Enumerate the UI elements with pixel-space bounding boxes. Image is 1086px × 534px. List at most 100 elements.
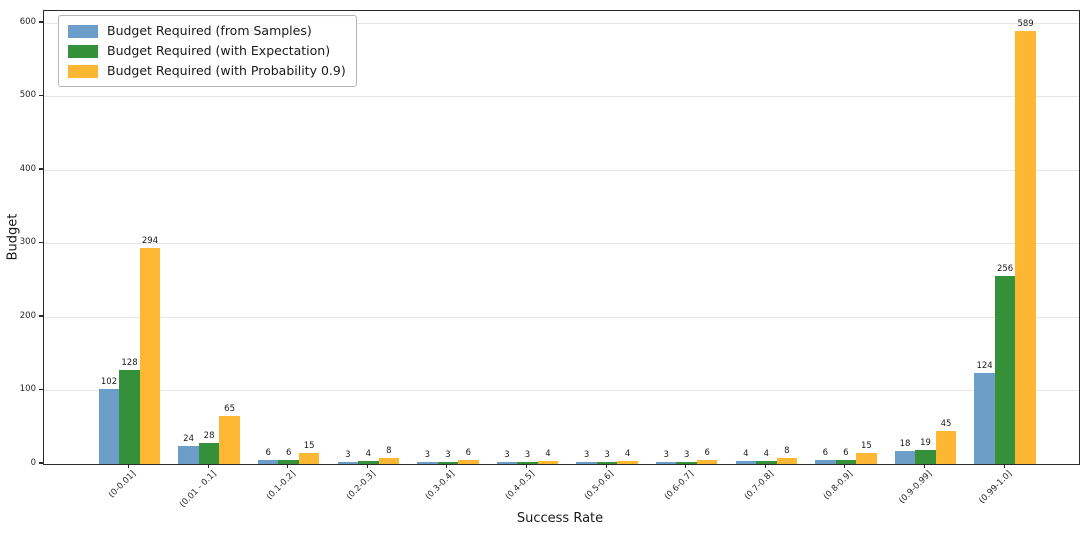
bar xyxy=(756,461,777,464)
bar-value-label: 4 xyxy=(743,449,749,460)
bar xyxy=(437,461,459,464)
legend-swatch-expectation xyxy=(68,44,98,58)
bar xyxy=(98,389,120,464)
x-tick-label: (0.6-0.7] xyxy=(662,469,696,503)
bar xyxy=(517,461,538,464)
bar-value-label: 45 xyxy=(940,418,952,429)
x-tick-mark xyxy=(366,464,368,468)
bar-value-label: 8 xyxy=(386,446,392,457)
bar xyxy=(596,461,618,464)
x-tick-label: (0.1-0.2] xyxy=(264,469,298,503)
plot-area: Budget Required (from Samples) Budget Re… xyxy=(43,10,1080,465)
x-tick-label: (0.5-0.6] xyxy=(583,469,617,503)
legend-label: Budget Required (from Samples) xyxy=(107,23,312,38)
x-tick-mark xyxy=(844,464,846,468)
x-tick-label: (0.4-0.5] xyxy=(503,469,537,503)
y-gridline xyxy=(44,390,1079,391)
bar-value-label: 28 xyxy=(203,431,215,442)
y-gridline xyxy=(44,243,1079,244)
y-tick-label: 500 xyxy=(19,90,36,100)
bar xyxy=(219,416,240,464)
y-tick-mark xyxy=(39,388,43,391)
bar-value-label: 3 xyxy=(663,449,669,460)
bar xyxy=(378,458,400,464)
bar xyxy=(257,459,279,464)
x-tick-mark xyxy=(605,464,607,468)
x-tick-mark xyxy=(127,464,130,468)
bar-value-label: 3 xyxy=(445,449,451,460)
bar-value-label: 589 xyxy=(1017,19,1034,30)
y-tick-mark xyxy=(39,241,43,244)
legend-item: Budget Required (from Samples) xyxy=(68,23,346,39)
bar xyxy=(537,461,559,464)
legend-item: Budget Required (with Expectation) xyxy=(68,43,346,59)
x-tick-label: (0.2-0.3] xyxy=(344,469,378,503)
y-tick-label: 0 xyxy=(30,457,36,468)
bar-value-label: 3 xyxy=(583,449,590,460)
bar-value-label: 6 xyxy=(265,447,271,458)
bar-value-label: 3 xyxy=(504,449,510,460)
bar xyxy=(894,450,916,464)
y-tick-label: 300 xyxy=(19,237,36,247)
bar xyxy=(358,461,379,464)
y-tick-mark xyxy=(39,21,43,23)
bar-value-label: 24 xyxy=(183,434,194,445)
bar xyxy=(298,452,320,464)
bar-value-label: 4 xyxy=(545,449,551,460)
x-tick-mark xyxy=(207,464,209,468)
bar-value-label: 294 xyxy=(141,235,159,246)
x-tick-mark xyxy=(287,464,289,468)
bar xyxy=(119,369,140,464)
bar xyxy=(815,459,836,464)
x-tick-mark xyxy=(764,464,766,468)
bar xyxy=(496,461,518,464)
bar xyxy=(676,461,697,464)
bar xyxy=(776,458,798,464)
y-tick-label: 100 xyxy=(19,384,36,394)
bar xyxy=(856,452,877,464)
x-tick-label: (0.9-0.99] xyxy=(897,469,935,506)
bar xyxy=(178,446,199,464)
legend: Budget Required (from Samples) Budget Re… xyxy=(58,15,357,87)
bar xyxy=(915,450,936,464)
bar xyxy=(458,459,479,464)
bar-value-label: 3 xyxy=(604,449,610,460)
bar xyxy=(974,372,995,464)
y-gridline xyxy=(44,96,1079,97)
x-tick-mark xyxy=(923,464,926,468)
x-tick-mark xyxy=(685,464,687,468)
y-tick-label: 200 xyxy=(19,310,36,321)
bar-value-label: 102 xyxy=(100,377,118,388)
bar xyxy=(994,275,1016,464)
x-tick-mark xyxy=(525,464,528,468)
bar-value-label: 15 xyxy=(303,440,315,451)
bar-value-label: 65 xyxy=(224,404,235,415)
x-tick-label: (0.99-1.0] xyxy=(977,469,1015,506)
bar-value-label: 3 xyxy=(345,449,351,460)
bar-value-label: 6 xyxy=(285,447,292,458)
y-gridline xyxy=(44,316,1079,318)
y-tick-label: 400 xyxy=(19,163,36,174)
y-tick-label: 600 xyxy=(19,16,36,27)
bar xyxy=(617,461,638,464)
bar-value-label: 15 xyxy=(860,440,872,451)
bar xyxy=(576,461,597,464)
legend-swatch-samples xyxy=(68,24,98,38)
bar xyxy=(655,461,677,464)
bar-value-label: 4 xyxy=(763,449,769,460)
bar xyxy=(139,247,161,464)
bar-value-label: 8 xyxy=(784,446,790,457)
legend-item: Budget Required (with Probability 0.9) xyxy=(68,63,346,79)
x-tick-label: (0.8-0.9] xyxy=(821,469,855,503)
bar-value-label: 6 xyxy=(465,447,472,458)
bar-value-label: 128 xyxy=(121,357,138,368)
bar xyxy=(417,461,438,464)
bar xyxy=(198,443,220,464)
y-tick-mark xyxy=(39,315,43,317)
bar-value-label: 3 xyxy=(683,449,690,460)
x-axis-title: Success Rate xyxy=(516,511,604,526)
y-gridline xyxy=(44,169,1079,171)
bar xyxy=(935,430,957,464)
bar xyxy=(278,459,299,464)
bar xyxy=(696,459,718,464)
